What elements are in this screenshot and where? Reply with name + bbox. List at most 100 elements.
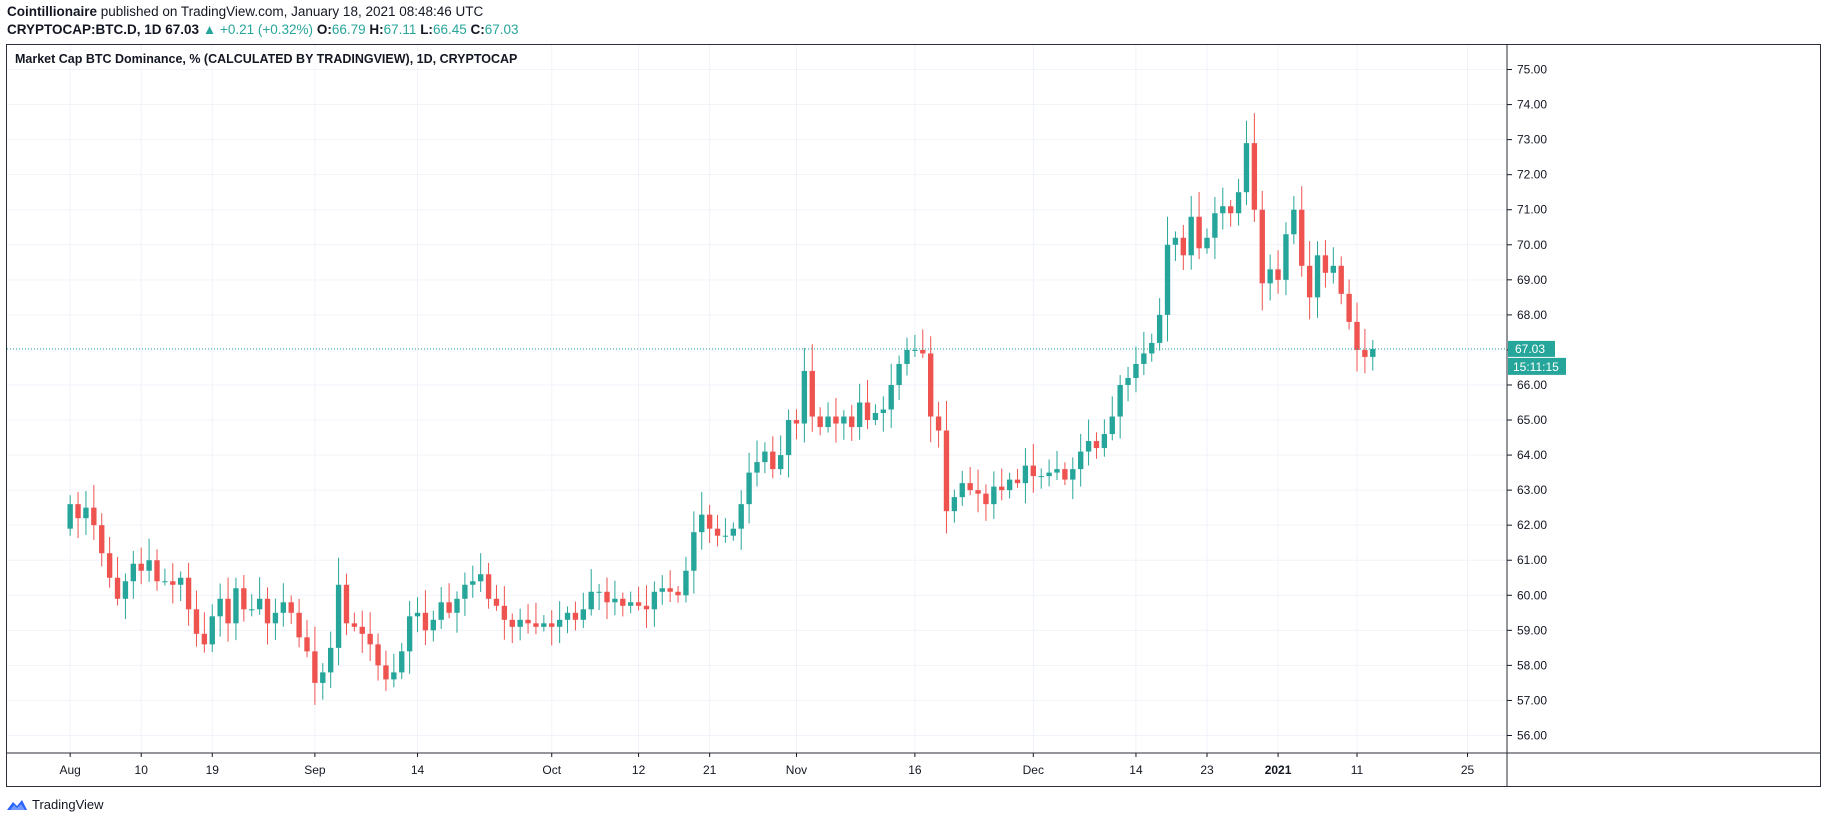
- candle-down: [983, 484, 989, 521]
- candle-body: [1141, 353, 1147, 364]
- candle-body: [628, 602, 634, 606]
- time-tick-label: 16: [908, 763, 922, 777]
- candle-up: [856, 383, 863, 440]
- candle-up: [880, 396, 886, 432]
- candle-up: [1117, 374, 1123, 439]
- candle-body: [888, 384, 894, 410]
- publisher-name[interactable]: Cointillionaire: [7, 4, 98, 19]
- chart-panel[interactable]: 75.00 74.00 73.00 72.00 71.00 70.00 69.00 68.00…: [6, 44, 1821, 787]
- candle-body: [588, 591, 594, 610]
- candle-body: [233, 588, 239, 624]
- candle-body: [1172, 237, 1179, 245]
- time-tick-label: 11: [1351, 763, 1364, 777]
- candle-body: [683, 570, 689, 596]
- candle-up: [1235, 178, 1242, 226]
- price-tick-label: 65.00: [1517, 413, 1547, 427]
- candle-up: [746, 452, 752, 524]
- candle-body: [1196, 216, 1202, 249]
- time-tick-label: Dec: [1023, 763, 1044, 777]
- footer: TradingView: [6, 796, 104, 814]
- candle-body: [1046, 472, 1052, 477]
- candle-body: [1204, 237, 1210, 249]
- candle-body: [130, 563, 136, 582]
- candle-body: [738, 504, 744, 529]
- candle-up: [785, 409, 792, 478]
- candle-body: [406, 616, 413, 652]
- candle-down: [833, 397, 839, 443]
- candle-body: [399, 651, 405, 673]
- candle-body: [999, 486, 1005, 491]
- candle-up: [564, 606, 571, 634]
- tradingview-brand[interactable]: TradingView: [32, 797, 104, 812]
- candle-up: [178, 571, 184, 602]
- candle-body: [817, 416, 823, 428]
- candle-down: [351, 612, 358, 632]
- candle-down: [1014, 468, 1021, 488]
- candle-body: [1275, 269, 1281, 280]
- time-tick-label: 21: [703, 763, 717, 777]
- candle-down: [675, 585, 681, 603]
- last-price-tag: 67.03 15:11:15: [1508, 340, 1566, 375]
- candle-up: [1149, 333, 1155, 362]
- candle-down: [446, 583, 452, 619]
- candle-body: [91, 507, 97, 526]
- candle-body: [383, 665, 389, 680]
- time-axis[interactable]: Aug 10 19 Sep 14 Oct 12 21 Nov 16 Dec 14 23 2021 11 25: [59, 753, 1475, 777]
- candle-body: [1006, 479, 1013, 491]
- candle-down: [201, 612, 208, 653]
- candle-down: [138, 547, 144, 585]
- candle-up: [778, 435, 784, 475]
- time-tick-label: 12: [632, 763, 646, 777]
- candle-down: [1180, 224, 1186, 271]
- tradingview-logo-icon[interactable]: [6, 798, 28, 812]
- candle-down: [114, 557, 121, 606]
- candle-body: [1014, 479, 1021, 484]
- candle-down: [714, 515, 721, 547]
- candle-body: [1370, 348, 1376, 357]
- candle-down: [359, 610, 365, 653]
- candle-body: [272, 612, 279, 624]
- price-tick-label: 68.00: [1517, 308, 1547, 322]
- candle-body: [1133, 363, 1139, 378]
- close-label: C:: [470, 22, 485, 37]
- candle-down: [296, 598, 302, 648]
- candle-body: [509, 619, 515, 627]
- candle-body: [967, 483, 973, 491]
- candle-down: [1346, 279, 1352, 330]
- candle-body: [114, 577, 121, 599]
- time-tick-label: Sep: [304, 763, 326, 777]
- candle-body: [525, 619, 531, 624]
- candle-body: [762, 451, 768, 463]
- candle-body: [659, 588, 665, 592]
- candlestick-chart[interactable]: 75.00 74.00 73.00 72.00 71.00 70.00 69.00 68.00…: [7, 45, 1820, 786]
- candle-up: [272, 598, 279, 641]
- price-tick-label: 56.00: [1517, 728, 1547, 742]
- candle-up: [1283, 222, 1289, 296]
- change-up-icon: ▲: [202, 22, 217, 37]
- time-tick-label: 25: [1461, 763, 1475, 777]
- candle-body: [975, 490, 981, 494]
- candle-body: [122, 581, 129, 599]
- candle-up: [328, 631, 334, 688]
- candle-up: [1172, 231, 1179, 262]
- candle-body: [943, 430, 950, 512]
- candle-down: [817, 407, 823, 436]
- candle-up: [280, 583, 286, 627]
- candle-body: [556, 619, 563, 627]
- candle-body: [1180, 237, 1186, 256]
- candle-up: [1078, 433, 1084, 487]
- candle-up: [556, 601, 563, 644]
- candle-up: [146, 538, 152, 582]
- candle-down: [620, 592, 626, 617]
- candle-body: [462, 584, 468, 599]
- candle-body: [375, 644, 381, 666]
- candle-body: [75, 504, 81, 519]
- candle-body: [470, 581, 476, 585]
- candle-body: [517, 619, 523, 627]
- candle-body: [1267, 269, 1273, 284]
- candle-body: [872, 413, 879, 421]
- price-axis[interactable]: 75.00 74.00 73.00 72.00 71.00 70.00 69.00 68.00…: [1507, 63, 1547, 743]
- candle-down: [967, 466, 973, 496]
- candle-body: [1362, 349, 1368, 357]
- candle-up: [1156, 298, 1163, 351]
